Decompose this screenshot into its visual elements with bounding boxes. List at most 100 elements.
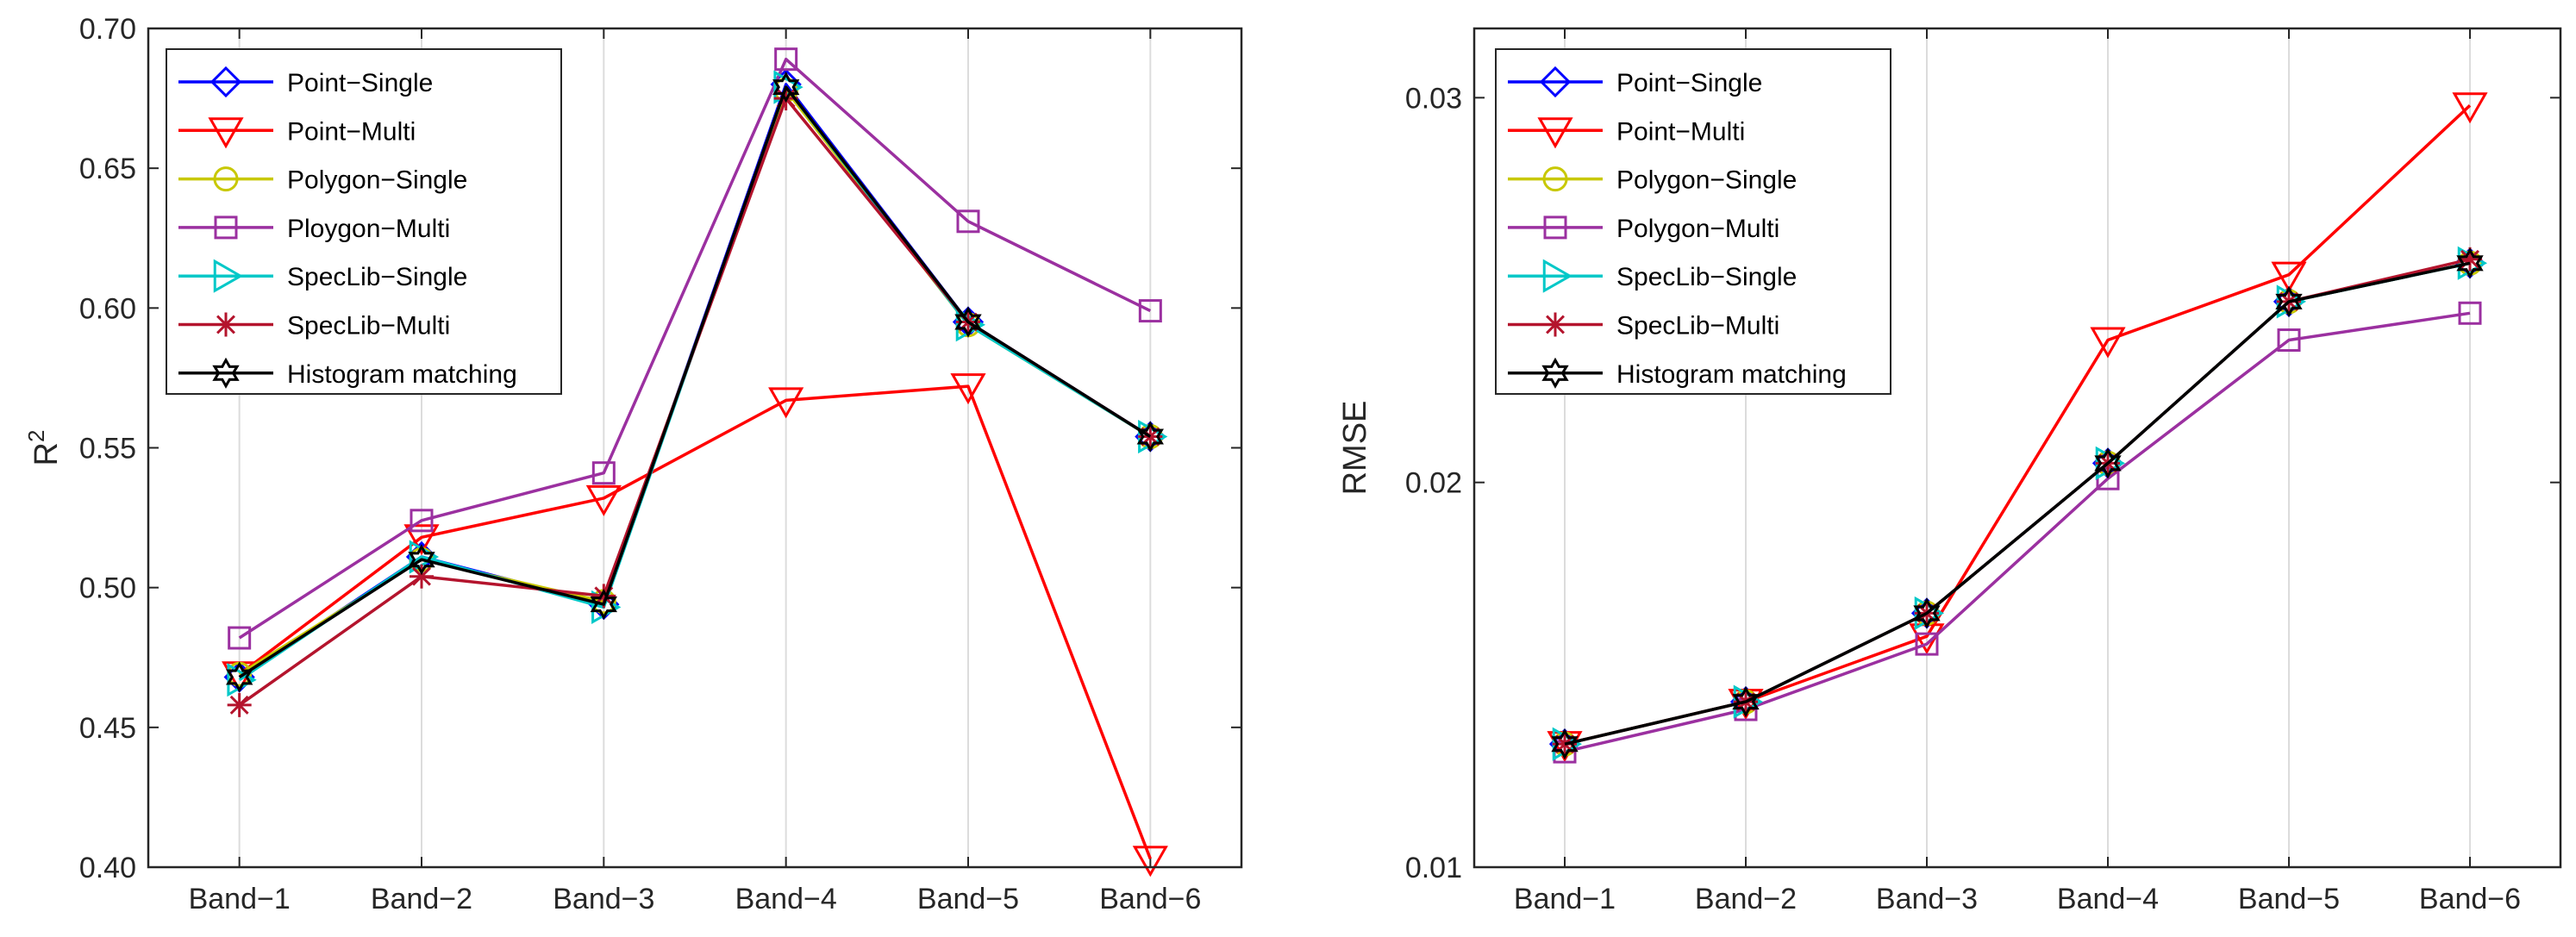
- legend: Point−Single Point−Multi Polygon−Single Plo…: [166, 48, 562, 395]
- legend-item: SpecLib−Multi: [1508, 312, 1779, 340]
- legend-label: SpecLib−Multi: [287, 312, 450, 340]
- legend-marker: [1539, 66, 1572, 98]
- legend-box: [1495, 48, 1891, 395]
- legend-marker: [1542, 166, 1568, 192]
- data-point: [774, 47, 798, 72]
- legend-marker: [208, 117, 244, 149]
- legend-marker: [209, 66, 242, 98]
- legend-item: Point−Single: [1508, 66, 1762, 98]
- data-point: [2277, 328, 2301, 353]
- legend-label: Ploygon−Multi: [287, 215, 450, 243]
- data-point: [1913, 597, 1941, 629]
- y-tick-label: 0.40: [79, 852, 136, 884]
- data-point: [408, 544, 435, 576]
- chart-rmse: Band−1 Band−2 Band−3 Band−4 Band−5 Band−6 0.01…: [1337, 27, 2562, 915]
- legend-item: Polygon−Single: [178, 166, 467, 195]
- legend-item: SpecLib−Single: [178, 259, 467, 293]
- x-tick-label: Band−6: [1099, 883, 1201, 915]
- series-line: [238, 57, 1152, 640]
- x-tick-label: Band−5: [917, 883, 1019, 915]
- legend-label: Point−Multi: [287, 117, 416, 146]
- y-tick-label: 0.03: [1405, 82, 1462, 115]
- y-tick-label: 0.01: [1405, 852, 1462, 884]
- legend-label: Histogram matching: [1616, 360, 1847, 389]
- legend-label: SpecLib−Single: [1616, 263, 1797, 291]
- legend-marker: [1537, 117, 1573, 149]
- axes-frame: [1472, 27, 2562, 869]
- series-line: [238, 384, 1152, 859]
- legend-item: SpecLib−Multi: [178, 312, 450, 340]
- data-point: [228, 626, 252, 650]
- x-tick-label: Band−4: [735, 883, 837, 915]
- y-tick-label: 0.65: [79, 153, 136, 185]
- legend-marker: [213, 259, 244, 293]
- y-axis-label: R2: [23, 430, 65, 466]
- y-tick-label: 0.70: [79, 13, 136, 46]
- legend-item: SpecLib−Single: [1508, 259, 1797, 293]
- data-point: [403, 524, 440, 556]
- data-point: [591, 461, 616, 485]
- data-point: [954, 306, 982, 338]
- data-point: [1551, 728, 1579, 760]
- data-point: [226, 661, 253, 693]
- data-point: [1732, 686, 1760, 718]
- legend-item: Point−Single: [178, 66, 433, 98]
- y-tick-label: 0.55: [79, 433, 136, 465]
- data-point: [1132, 846, 1168, 878]
- x-tick-label: Band−1: [1514, 883, 1616, 915]
- data-point: [1138, 299, 1162, 323]
- data-point: [590, 588, 617, 621]
- legend-marker: [1543, 216, 1567, 240]
- data-point: [410, 564, 434, 589]
- series-line: [238, 85, 1152, 678]
- legend-box: [166, 48, 562, 395]
- x-tick-label: Band−2: [371, 883, 472, 915]
- legend-label: Polygon−Single: [1616, 166, 1797, 195]
- legend-item: Ploygon−Multi: [178, 215, 450, 243]
- legend-item: Histogram matching: [1508, 357, 1847, 389]
- data-point: [1136, 421, 1164, 453]
- legend-marker: [212, 357, 240, 389]
- data-point: [2275, 285, 2303, 317]
- legend-label: SpecLib−Multi: [1616, 312, 1779, 340]
- y-tick-label: 0.50: [79, 572, 136, 605]
- legend-marker: [1543, 312, 1567, 337]
- legend-label: Point−Single: [287, 69, 433, 97]
- legend-label: Polygon−Multi: [1616, 215, 1779, 243]
- legend-item: Point−Multi: [178, 117, 416, 149]
- data-point: [410, 509, 434, 533]
- legend: Point−Single Point−Multi Polygon−Single Pol…: [1495, 48, 1891, 395]
- data-point: [1915, 632, 1939, 656]
- data-point: [585, 484, 622, 516]
- legend-marker: [1541, 357, 1569, 389]
- legend-marker: [214, 216, 238, 240]
- x-tick-label: Band−3: [1876, 883, 1978, 915]
- chart-r2: Band−1 Band−2 Band−3 Band−4 Band−5 Band−6 0.40…: [23, 13, 1243, 915]
- legend-label: SpecLib−Single: [287, 263, 467, 291]
- data-point: [227, 692, 252, 717]
- x-tick-label: Band−4: [2057, 883, 2159, 915]
- y-tick-label: 0.02: [1405, 467, 1462, 500]
- data-point: [2458, 301, 2482, 325]
- data-point: [2090, 327, 2126, 359]
- data-point: [2094, 447, 2122, 479]
- series-line: [1564, 311, 2471, 753]
- legend-item: Polygon−Multi: [1508, 215, 1779, 243]
- x-tick-label: Band−2: [1695, 883, 1797, 915]
- data-point: [956, 209, 980, 234]
- legend-marker: [213, 166, 239, 192]
- y-axis-label: RMSE: [1337, 401, 1373, 496]
- data-point: [2271, 261, 2307, 293]
- series-Point−Multi: [222, 373, 1168, 878]
- legend-item: Polygon−Single: [1508, 166, 1797, 195]
- legend-marker: [1542, 259, 1573, 293]
- data-point: [950, 373, 986, 405]
- x-tick-label: Band−1: [189, 883, 291, 915]
- x-tick-label: Band−3: [553, 883, 654, 915]
- legend-marker: [214, 312, 238, 337]
- data-point: [768, 387, 804, 419]
- legend-label: Polygon−Single: [287, 166, 467, 195]
- series-Ploygon−Multi: [228, 47, 1162, 650]
- legend-label: Point−Multi: [1616, 117, 1745, 146]
